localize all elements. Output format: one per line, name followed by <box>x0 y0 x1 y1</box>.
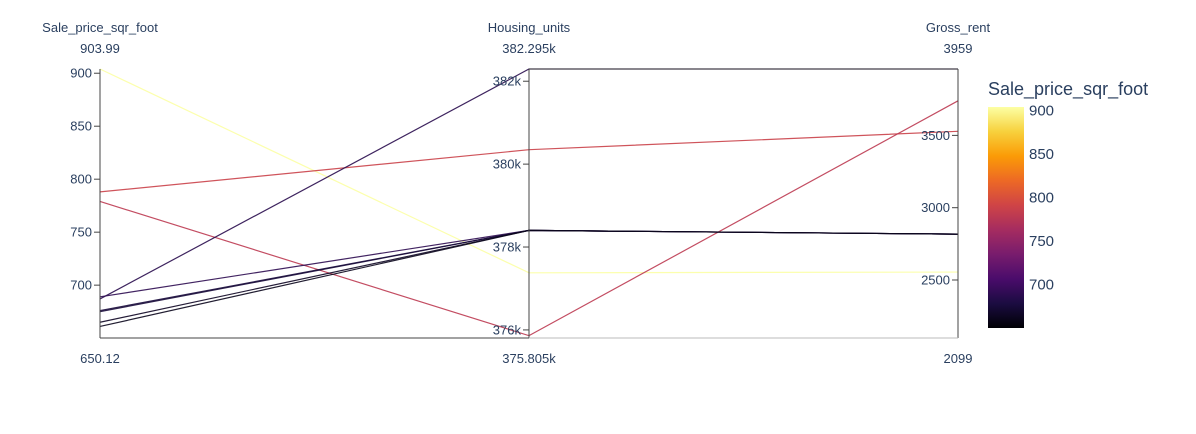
axis-tick-label: 700 <box>70 278 92 293</box>
axis-tick-label: 750 <box>70 225 92 240</box>
axis-tick-label: 3000 <box>921 200 950 215</box>
axis-title: Gross_rent <box>926 20 991 35</box>
axis-tick-label: 850 <box>70 119 92 134</box>
axis-title: Housing_units <box>488 20 571 35</box>
axis-1[interactable]: 700 750 800 850 900 Sale_price_sqr_foot 903.99… <box>42 20 158 366</box>
colorbar-tick-label: 800 <box>1029 190 1054 207</box>
axis-tick-label: 376k <box>493 322 522 337</box>
colorbar-title: Sale_price_sqr_foot <box>988 79 1148 100</box>
axis-title: Sale_price_sqr_foot <box>42 20 158 35</box>
axis-range-min: 2099 <box>944 351 973 366</box>
axis-range-max: 3959 <box>944 41 973 56</box>
colorbar-tick-label: 900 <box>1029 102 1054 119</box>
axis-tick-label: 900 <box>70 66 92 81</box>
colorbar-tick-label: 850 <box>1029 146 1054 163</box>
axis-tick-label: 2500 <box>921 273 950 288</box>
axis-tick-label: 3500 <box>921 128 950 143</box>
colorbar-tick-label: 700 <box>1029 277 1054 294</box>
axis-tick-label: 800 <box>70 172 92 187</box>
colorbar-tick-label: 750 <box>1029 233 1054 250</box>
axis-3[interactable]: 2500 3000 3500 Gross_rent 3959 2099 <box>921 20 990 366</box>
colorbar: Sale_price_sqr_foot 700 750 800 850 900 <box>988 79 1148 328</box>
axis-range-min: 375.805k <box>502 351 556 366</box>
axis-tick-label: 380k <box>493 157 522 172</box>
axis-range-min: 650.12 <box>80 351 120 366</box>
axis-tick-label: 382k <box>493 74 522 89</box>
axis-range-max: 382.295k <box>502 41 556 56</box>
axis-2[interactable]: 376k 378k 380k 382k Housing_units 382.295k 375… <box>488 20 571 366</box>
axis-tick-label: 378k <box>493 240 522 255</box>
axes: 700 750 800 850 900 Sale_price_sqr_foot 903.99… <box>42 20 990 366</box>
axis-range-max: 903.99 <box>80 41 120 56</box>
colorbar-gradient <box>988 107 1024 328</box>
